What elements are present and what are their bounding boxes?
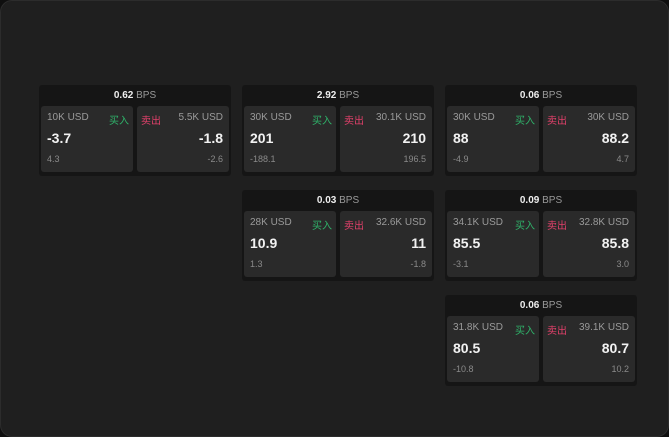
spread-header: 0.06 BPS [445, 85, 637, 106]
buy-quantity: 31.8K USD [453, 322, 504, 333]
spread-unit: BPS [542, 300, 563, 311]
spread-unit: BPS [339, 90, 360, 101]
buy-quantity: 34.1K USD [453, 217, 504, 228]
sell-price: 85.8 [601, 235, 629, 251]
sell-label: 卖出 [547, 116, 567, 127]
sell-quantity: 32.8K USD [578, 217, 629, 228]
buy-change: -10.8 [453, 364, 474, 374]
spread-header: 0.03 BPS [242, 190, 434, 211]
buy-quantity: 30K USD [453, 112, 495, 123]
spread-value: 2.92 [316, 90, 337, 101]
buy-label: 买入 [312, 221, 332, 232]
spread-unit: BPS [339, 195, 360, 206]
buy-label: 买入 [109, 116, 129, 127]
quote-card: 2.92 BPS 30K USD 买入 201 -188.1 30.1K USD… [242, 85, 434, 176]
spread-header: 0.62 BPS [39, 85, 231, 106]
sell-price: -1.8 [198, 130, 223, 146]
sell-price: 11 [411, 235, 426, 251]
buy-quantity: 30K USD [250, 112, 292, 123]
buy-change: 1.3 [250, 259, 263, 269]
sell-quote-button[interactable]: 32.6K USD 卖出 11 -1.8 [340, 211, 432, 277]
sell-quantity: 39.1K USD [578, 322, 629, 333]
sell-quote-button[interactable]: 30K USD 卖出 88.2 4.7 [543, 106, 635, 172]
sell-quantity: 30.1K USD [375, 112, 426, 123]
buy-price: -3.7 [47, 130, 72, 146]
buy-quote-button[interactable]: 34.1K USD 买入 85.5 -3.1 [447, 211, 539, 277]
spread-value: 0.06 [519, 300, 540, 311]
quote-card: 0.06 BPS 30K USD 买入 88 -4.9 30K USD 卖出 8… [445, 85, 637, 176]
buy-quote-button[interactable]: 28K USD 买入 10.9 1.3 [244, 211, 336, 277]
sell-quote-button[interactable]: 30.1K USD 卖出 210 196.5 [340, 106, 432, 172]
spread-unit: BPS [136, 90, 157, 101]
buy-change: -3.1 [453, 259, 469, 269]
buy-quote-button[interactable]: 30K USD 买入 201 -188.1 [244, 106, 336, 172]
buy-change: -188.1 [250, 154, 276, 164]
sell-quote-button[interactable]: 32.8K USD 卖出 85.8 3.0 [543, 211, 635, 277]
buy-quote-button[interactable]: 10K USD 买入 -3.7 4.3 [41, 106, 133, 172]
sell-label: 卖出 [344, 221, 364, 232]
sell-quantity: 5.5K USD [178, 112, 223, 123]
sell-quote-button[interactable]: 39.1K USD 卖出 80.7 10.2 [543, 316, 635, 382]
buy-price: 201 [250, 130, 274, 146]
buy-label: 买入 [515, 221, 535, 232]
quote-card: 0.09 BPS 34.1K USD 买入 85.5 -3.1 32.8K US… [445, 190, 637, 281]
quote-card: 0.03 BPS 28K USD 买入 10.9 1.3 32.6K USD 卖… [242, 190, 434, 281]
spread-unit: BPS [542, 195, 563, 206]
buy-quote-button[interactable]: 30K USD 买入 88 -4.9 [447, 106, 539, 172]
buy-price: 10.9 [250, 235, 278, 251]
spread-header: 0.09 BPS [445, 190, 637, 211]
spread-value: 0.62 [113, 90, 134, 101]
sell-label: 卖出 [547, 326, 567, 337]
sell-change: 4.7 [616, 154, 629, 164]
buy-quantity: 10K USD [47, 112, 89, 123]
sell-quantity: 30K USD [587, 112, 629, 123]
buy-quantity: 28K USD [250, 217, 292, 228]
spread-header: 0.06 BPS [445, 295, 637, 316]
buy-label: 买入 [515, 326, 535, 337]
sell-label: 卖出 [547, 221, 567, 232]
sell-price: 80.7 [601, 340, 629, 356]
sell-change: 196.5 [403, 154, 426, 164]
spread-value: 0.03 [316, 195, 337, 206]
sell-quote-button[interactable]: 5.5K USD 卖出 -1.8 -2.6 [137, 106, 229, 172]
quote-card: 0.06 BPS 31.8K USD 买入 80.5 -10.8 39.1K U… [445, 295, 637, 386]
buy-quote-button[interactable]: 31.8K USD 买入 80.5 -10.8 [447, 316, 539, 382]
buy-price: 80.5 [453, 340, 481, 356]
sell-change: -1.8 [410, 259, 426, 269]
buy-price: 85.5 [453, 235, 481, 251]
sell-label: 卖出 [141, 116, 161, 127]
sell-price: 210 [402, 130, 426, 146]
buy-change: -4.9 [453, 154, 469, 164]
spread-value: 0.06 [519, 90, 540, 101]
quote-card: 0.62 BPS 10K USD 买入 -3.7 4.3 5.5K USD 卖出… [39, 85, 231, 176]
sell-change: 3.0 [616, 259, 629, 269]
sell-quantity: 32.6K USD [375, 217, 426, 228]
sell-change: 10.2 [611, 364, 629, 374]
buy-price: 88 [453, 130, 469, 146]
spread-value: 0.09 [519, 195, 540, 206]
sell-change: -2.6 [207, 154, 223, 164]
buy-label: 买入 [312, 116, 332, 127]
spread-header: 2.92 BPS [242, 85, 434, 106]
spread-unit: BPS [542, 90, 563, 101]
sell-price: 88.2 [601, 130, 629, 146]
buy-label: 买入 [515, 116, 535, 127]
sell-label: 卖出 [344, 116, 364, 127]
buy-change: 4.3 [47, 154, 60, 164]
